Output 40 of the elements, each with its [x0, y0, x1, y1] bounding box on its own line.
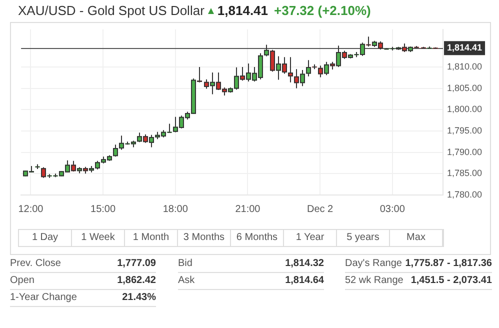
text: 1 Year	[284, 230, 337, 246]
x-tick-label: 03:00	[380, 204, 406, 215]
y-tick-label: 1,780.00	[447, 189, 482, 200]
chart-subtitle: 1,814.41	[217, 3, 268, 18]
text: 1 Month	[125, 230, 178, 246]
ref-line-label: 1,814.41	[447, 42, 482, 53]
x-tick-label: 18:00	[162, 204, 188, 215]
text: Prev. Close	[10, 258, 61, 269]
y-tick-label: 1,810.00	[447, 61, 482, 72]
text: 52 wk Range	[345, 275, 404, 286]
text: +37.32 (+2.10%)	[274, 3, 371, 18]
text: 6 Months	[231, 230, 284, 246]
text: 1 Week	[72, 230, 125, 246]
x-tick-label: Dec 2	[306, 204, 334, 215]
x-tick-label: 21:00	[235, 204, 261, 215]
text: 1,777.09	[117, 258, 156, 269]
text: Open	[10, 275, 34, 286]
text: Day's Range	[345, 258, 402, 269]
x-tick-label: 12:00	[18, 204, 44, 215]
text: Bid	[178, 258, 192, 269]
text: 3 Months	[178, 230, 231, 246]
text: Ask	[178, 275, 195, 286]
chart-title: XAU/USD - Gold Spot US Dollar	[18, 3, 204, 18]
text: 1,814.32	[285, 258, 324, 269]
text: 21.43%	[122, 292, 156, 303]
text: 1 Day	[19, 230, 72, 246]
candlestick	[288, 56, 293, 83]
text: 1-Year Change	[10, 292, 77, 303]
text: 5 years	[337, 230, 390, 246]
y-tick-label: 1,785.00	[447, 168, 482, 178]
text: 1,451.5 - 2,073.41	[410, 275, 492, 286]
text: 1,862.42	[117, 275, 156, 286]
x-tick-label: 15:00	[90, 204, 116, 215]
y-tick-label: 1,800.00	[447, 104, 482, 114]
y-tick-label: 1,795.00	[447, 125, 482, 136]
y-tick-label: 1,790.00	[447, 146, 482, 157]
text: Max	[390, 230, 443, 246]
text: 1,775.87 - 1,817.36	[405, 258, 492, 269]
y-tick-label: 1,805.00	[447, 82, 482, 93]
text: 1,814.64	[285, 275, 324, 286]
